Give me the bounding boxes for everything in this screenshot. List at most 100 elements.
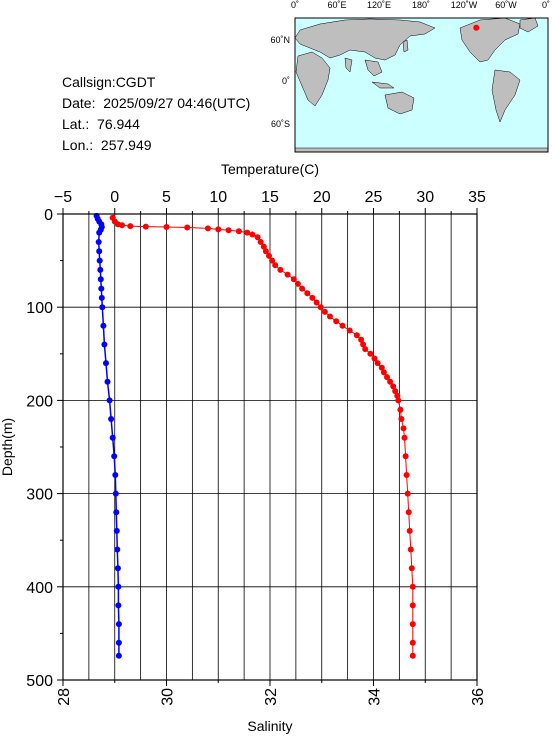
salinity-point — [104, 378, 111, 385]
temperature-point — [371, 355, 378, 362]
temperature-point — [409, 621, 416, 628]
temperature-line — [112, 217, 414, 656]
temperature-point — [394, 392, 401, 399]
temperature-point — [380, 369, 387, 376]
map-left-ticks: 60˚N 0˚ 60˚S — [270, 35, 290, 129]
temperature-point — [284, 271, 291, 278]
temperature-point — [387, 378, 394, 385]
temperature-point — [235, 228, 242, 235]
salinity-point — [101, 341, 108, 348]
map-land — [294, 17, 549, 153]
temperature-point — [309, 294, 316, 301]
map-left-tick: 60˚S — [271, 119, 290, 129]
salinity-point — [96, 229, 103, 236]
y-tick-label: 100 — [26, 300, 53, 317]
temperature-point — [257, 239, 264, 245]
map-left-tick: 60˚N — [270, 35, 290, 45]
location-map: 0˚ 60˚E 120˚E 180˚ 120˚W 60˚W 0˚ 60˚N 0˚… — [270, 0, 550, 153]
lat-value: 76.944 — [97, 116, 140, 132]
salinity-point — [113, 509, 120, 516]
salinity-point — [97, 266, 104, 273]
lon-label: Lon.: — [62, 137, 94, 153]
salinity-point — [115, 583, 122, 590]
salinity-point — [100, 322, 107, 329]
y-tick-label: 400 — [26, 580, 53, 597]
top-tick-label: −5 — [54, 189, 72, 206]
temperature-point — [367, 350, 374, 357]
temperature-point — [321, 308, 328, 315]
info-block: Callsign:CGDT Date: 2025/09/27 04:46(UTC… — [62, 72, 250, 156]
map-top-tick: 0˚ — [291, 0, 299, 10]
temperature-point — [401, 434, 408, 441]
temperature-point — [400, 425, 407, 432]
salinity-point — [99, 304, 106, 311]
temperature-point — [333, 318, 340, 325]
temperature-point — [408, 565, 415, 572]
temperature-point — [409, 602, 416, 609]
salinity-point — [115, 652, 122, 659]
temperature-point — [402, 453, 409, 460]
salinity-point — [106, 397, 113, 404]
salinity-point — [103, 360, 109, 367]
salinity-point — [115, 621, 122, 628]
temperature-point — [362, 346, 369, 353]
salinity-point — [114, 565, 121, 572]
temperature-point — [360, 341, 367, 348]
salinity-point — [96, 257, 103, 264]
salinity-point — [98, 285, 105, 292]
temperature-point — [403, 472, 410, 478]
salinity-point — [96, 248, 103, 255]
bottom-tick-label: 34 — [367, 688, 384, 706]
date-label: Date: — [62, 95, 96, 111]
temperature-point — [249, 231, 256, 238]
lon-value: 257.949 — [100, 137, 152, 153]
top-tick-label: 5 — [162, 189, 171, 206]
temperature-point — [294, 280, 301, 287]
temperature-point — [397, 406, 404, 413]
temperature-point — [142, 223, 149, 230]
top-tick-label: 20 — [313, 189, 331, 206]
callsign-text: Callsign:CGDT — [62, 74, 156, 90]
temperature-point — [406, 527, 413, 534]
temperature-point — [244, 229, 251, 236]
map-top-ticks: 0˚ 60˚E 120˚E 180˚ 120˚W 60˚W 0˚ — [291, 0, 550, 10]
salinity-point — [108, 416, 115, 422]
temperature-point — [404, 490, 411, 497]
top-tick-label: 35 — [468, 189, 486, 206]
chart-series — [93, 212, 416, 659]
temperature-point — [409, 652, 416, 659]
bottom-tick-label: 32 — [263, 688, 280, 706]
salinity-point — [95, 239, 102, 245]
temperature-point — [119, 222, 125, 229]
temperature-point — [184, 224, 191, 231]
salinity-point — [115, 639, 122, 646]
temperature-point — [327, 313, 333, 320]
temperature-point — [378, 364, 385, 371]
bottom-tick-label: 30 — [160, 688, 177, 706]
bottom-axis-label: Salinity — [247, 718, 292, 734]
salinity-point — [109, 434, 116, 441]
map-top-tick: 0˚ — [542, 0, 550, 10]
temperature-point — [204, 225, 211, 232]
salinity-point — [115, 602, 122, 609]
temperature-point — [277, 266, 284, 273]
bottom-tick-label: 28 — [56, 688, 73, 706]
top-tick-label: 30 — [416, 189, 434, 206]
y-tick-label: 500 — [26, 673, 53, 690]
temperature-point — [339, 322, 346, 329]
map-top-tick: 180˚ — [412, 0, 430, 10]
temperature-point — [269, 257, 276, 264]
map-left-tick: 0˚ — [282, 76, 290, 86]
temperature-point — [346, 327, 353, 334]
temperature-point — [317, 304, 324, 311]
top-tick-label: 25 — [365, 189, 383, 206]
map-top-tick: 60˚W — [495, 0, 517, 10]
bottom-tick-label: 36 — [470, 688, 487, 706]
temperature-point — [353, 332, 360, 339]
map-top-tick: 120˚W — [451, 0, 478, 10]
temperature-point — [299, 285, 306, 292]
temperature-point — [127, 223, 134, 230]
y-tick-label: 0 — [44, 207, 53, 224]
temperature-point — [254, 234, 261, 241]
